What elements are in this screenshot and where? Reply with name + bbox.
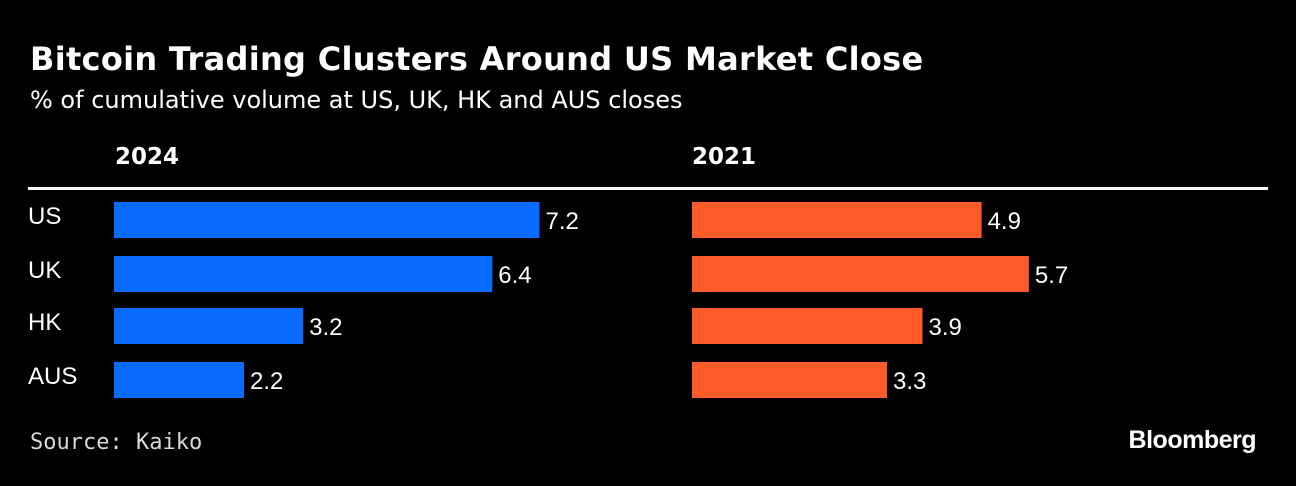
value-label-2021-hk: 3.9: [928, 314, 961, 341]
category-label-hk: HK: [28, 309, 61, 336]
bar-2021-aus: [692, 362, 888, 398]
chart-title: Bitcoin Trading Clusters Around US Marke…: [30, 40, 924, 78]
bar-2024-aus: [114, 362, 245, 398]
bar-2021-uk: [692, 256, 1029, 292]
source-note: Source: Kaiko: [30, 430, 203, 455]
value-label-2024-hk: 3.2: [309, 314, 342, 341]
panel-title-2024: 2024: [115, 144, 180, 170]
bar-2021-us: [692, 202, 982, 238]
value-label-2021-aus: 3.3: [893, 368, 926, 395]
bar-2021-hk: [692, 308, 923, 344]
bar-2024-hk: [114, 308, 304, 344]
category-label-uk: UK: [28, 257, 61, 284]
category-label-aus: AUS: [28, 363, 77, 390]
bar-2024-us: [114, 202, 540, 238]
value-label-2021-us: 4.9: [988, 208, 1021, 235]
panel-title-2021: 2021: [692, 144, 757, 170]
header-rule: [28, 187, 1268, 190]
value-label-2021-uk: 5.7: [1035, 262, 1068, 289]
bloomberg-logo: Bloomberg: [1128, 426, 1257, 454]
bar-2024-uk: [114, 256, 493, 292]
value-label-2024-aus: 2.2: [250, 368, 283, 395]
value-label-2024-us: 7.2: [546, 208, 579, 235]
chart-subtitle: % of cumulative volume at US, UK, HK and…: [30, 86, 683, 114]
category-label-us: US: [28, 203, 61, 230]
value-label-2024-uk: 6.4: [498, 262, 531, 289]
